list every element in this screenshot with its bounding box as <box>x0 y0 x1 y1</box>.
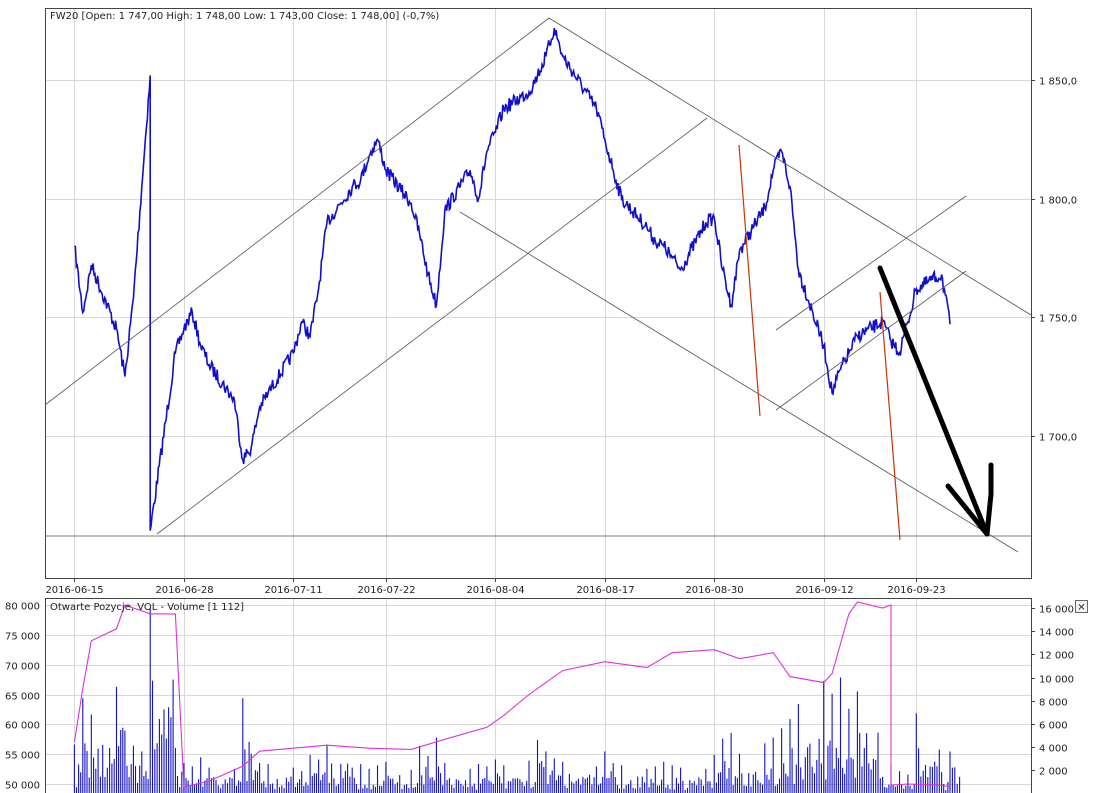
channel-upper-line-rising <box>44 17 550 406</box>
volume-left-y-tick-label: 65 000 <box>5 692 40 703</box>
volume-panel: 80 000 75 000 70 000 65 000 60 000 55 000 50 0… <box>5 598 1074 793</box>
price-y-axis: 1 850,0 1 800,0 1 750,0 1 700,0 <box>1031 77 1077 444</box>
red-drop-line-2 <box>879 291 901 541</box>
price-y-tick-label: 1 800,0 <box>1039 196 1077 207</box>
volume-right-y-tick-label: 6 000 <box>1039 721 1068 732</box>
price-x-tick-label: 2016-08-17 <box>576 585 634 596</box>
close-panel-button[interactable]: ✕ <box>1075 600 1088 614</box>
volume-left-y-tick-label: 75 000 <box>5 632 40 643</box>
volume-right-y-tick-label: 2 000 <box>1039 767 1068 778</box>
volume-right-y-axis: 16 000 14 000 12 000 10 000 8 000 6 000 4 000 2… <box>1031 605 1074 778</box>
channel-upper-line-falling <box>548 17 1032 316</box>
price-x-tick-label: 2016-09-23 <box>887 585 945 596</box>
small-channel-upper-line <box>775 195 967 331</box>
channel-lower-line-falling <box>459 211 1019 553</box>
small-channel-lower-line <box>775 270 967 411</box>
price-x-tick-label: 2016-07-22 <box>357 585 415 596</box>
down-arrow-head <box>945 462 994 537</box>
volume-bars <box>73 608 961 793</box>
volume-left-y-axis: 80 000 75 000 70 000 65 000 60 000 55 000 50 0… <box>5 602 40 792</box>
volume-left-y-tick-label: 55 000 <box>5 751 40 762</box>
volume-left-y-tick-label: 80 000 <box>5 602 40 613</box>
volume-chart-title: Otwarte Pozycje, VOL - Volume [1 112] <box>50 602 244 613</box>
price-x-tick-label: 2016-09-12 <box>795 585 853 596</box>
price-x-tick-label: 2016-06-15 <box>45 585 103 596</box>
price-x-tick-label: 2016-08-04 <box>466 585 524 596</box>
price-x-tick-label: 2016-07-11 <box>264 585 322 596</box>
close-icon: ✕ <box>1077 603 1085 614</box>
price-y-tick-label: 1 700,0 <box>1039 433 1077 444</box>
open-interest-line <box>73 601 951 788</box>
price-x-tick-label: 2016-08-30 <box>685 585 743 596</box>
volume-plot-frame <box>45 598 1032 793</box>
price-y-tick-label: 1 850,0 <box>1039 77 1077 88</box>
channel-lower-line-rising <box>156 117 708 535</box>
volume-right-y-tick-label: 10 000 <box>1039 675 1074 686</box>
price-series-line <box>74 27 951 531</box>
volume-left-y-tick-label: 70 000 <box>5 662 40 673</box>
volume-right-y-tick-label: 12 000 <box>1039 651 1074 662</box>
volume-right-y-tick-label: 14 000 <box>1039 628 1074 639</box>
price-y-tick-label: 1 750,0 <box>1039 314 1077 325</box>
price-grid <box>46 9 1031 578</box>
price-x-tick-label: 2016-06-28 <box>155 585 213 596</box>
price-x-axis: 2016-06-15 2016-06-28 2016-07-11 2016-07-22… <box>45 578 946 596</box>
volume-right-y-tick-label: 8 000 <box>1039 698 1068 709</box>
trendline-annotations <box>44 17 1032 553</box>
volume-right-y-tick-label: 16 000 <box>1039 605 1074 616</box>
volume-left-y-tick-label: 50 000 <box>5 781 40 792</box>
price-plot-frame <box>45 8 1032 579</box>
volume-right-y-tick-label: 4 000 <box>1039 744 1068 755</box>
down-arrow-shaft <box>877 265 990 537</box>
red-drop-line-1 <box>738 144 761 417</box>
volume-left-y-tick-label: 60 000 <box>5 721 40 732</box>
price-chart-title: FW20 [Open: 1 747,00 High: 1 748,00 Low:… <box>50 11 439 22</box>
